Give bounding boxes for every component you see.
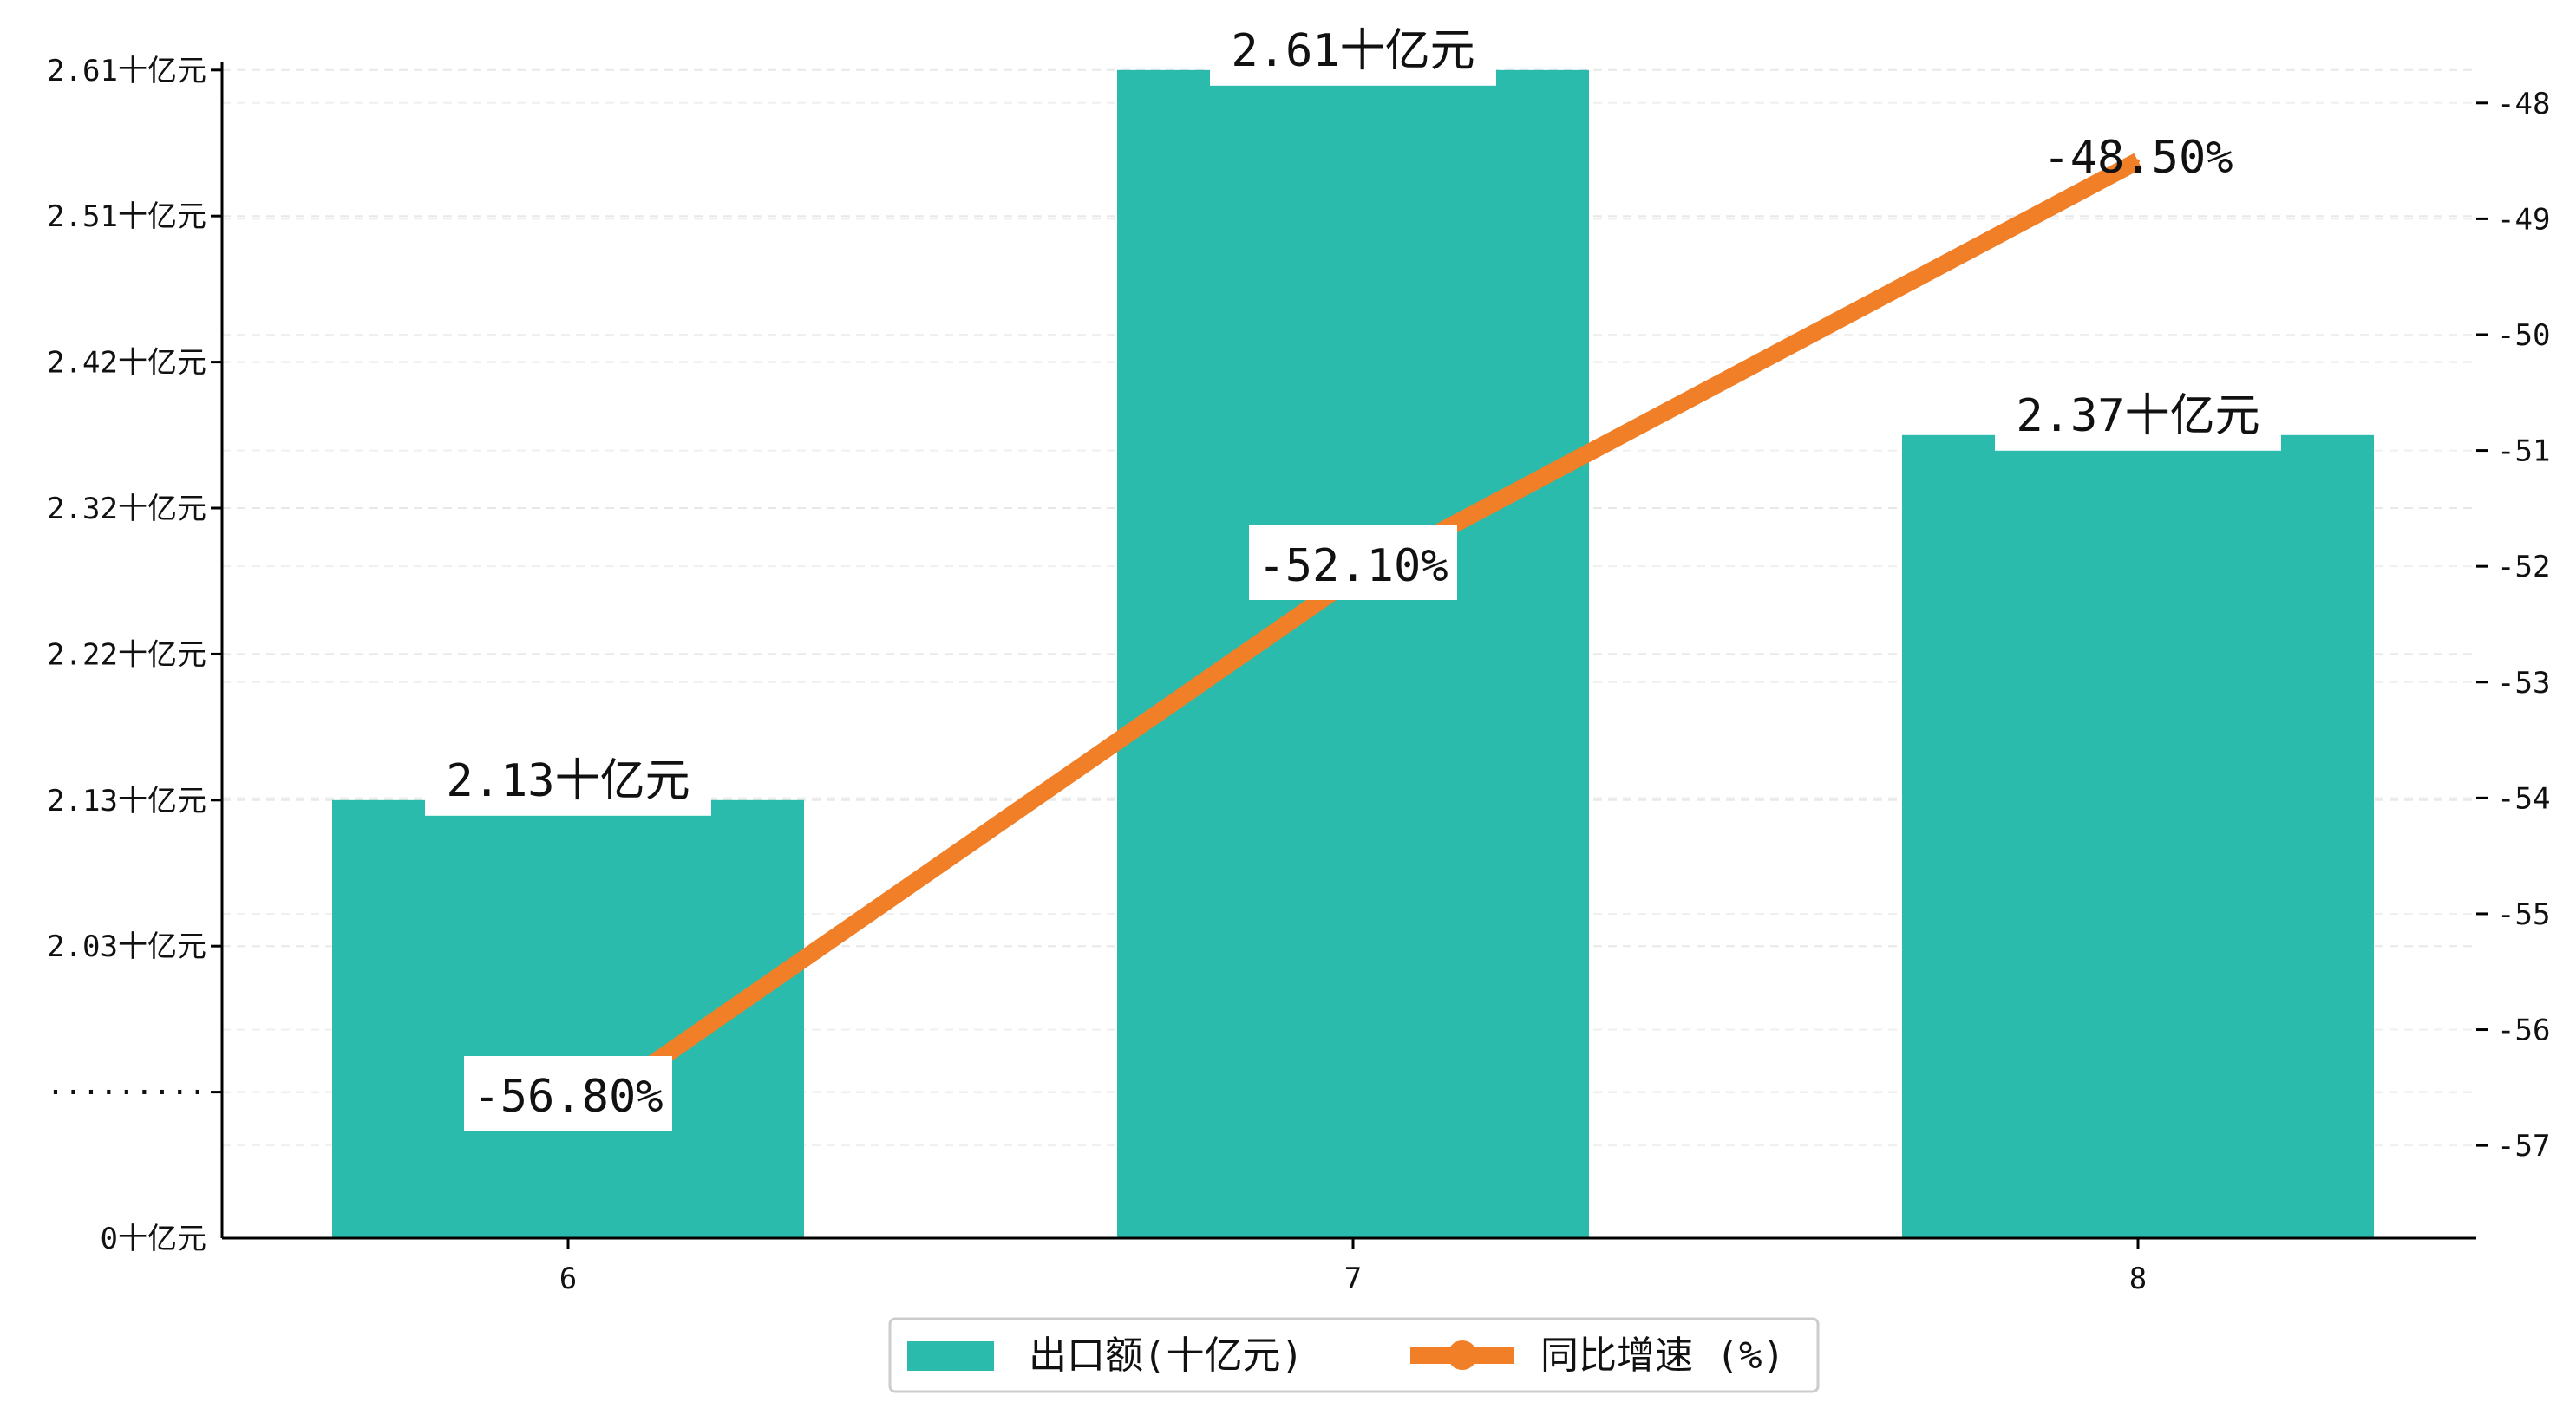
x-tick-label: 8 — [2129, 1262, 2147, 1296]
line-value-label: -48.50% — [2043, 132, 2233, 184]
line-point — [2136, 159, 2140, 163]
y-left-tick-label: 2.13十亿元 — [47, 784, 206, 818]
y-left-tick-label: ········· — [47, 1076, 206, 1111]
y-right-tick-label: -49 — [2497, 202, 2550, 237]
bar — [332, 799, 804, 1238]
y-left-tick-label: 2.51十亿元 — [47, 199, 206, 234]
bar — [1902, 434, 2374, 1238]
legend-swatch-bar — [907, 1341, 994, 1371]
bar-label-box — [425, 746, 711, 816]
y-left-tick-label: 2.42十亿元 — [47, 346, 206, 381]
line-label-box — [1249, 525, 1457, 600]
y-left-tick-label: 0十亿元 — [101, 1222, 206, 1256]
legend[interactable]: 出口额(十亿元) 同比增速 (%) — [888, 1317, 1820, 1393]
line-value-label: -52.10% — [1258, 540, 1448, 592]
y-right-tick-label: -50 — [2497, 318, 2550, 353]
y-left-tick-label: 2.32十亿元 — [47, 492, 206, 526]
y-right-tick-label: -52 — [2497, 550, 2550, 584]
bar-value-label: 2.61十亿元 — [1231, 25, 1474, 77]
bar-value-label: 2.13十亿元 — [446, 755, 690, 807]
axes: 0十亿元 ········· 2.03十亿元 2.13十亿元 2.22十亿元 2.32十亿… — [47, 54, 2551, 1296]
legend-swatch-marker — [1448, 1340, 1477, 1370]
x-tick-label: 7 — [1344, 1262, 1362, 1296]
y-left-tick-label: 2.03十亿元 — [47, 929, 206, 964]
y-right-tick-label: -55 — [2497, 897, 2550, 932]
data-labels: 2.13十亿元 2.61十亿元 2.37十亿元 -56.80% -52.10% -48.5… — [425, 16, 2281, 1131]
bar-label-box — [1995, 381, 2281, 451]
bar-value-label: 2.37十亿元 — [2016, 390, 2259, 442]
line-label-box — [464, 1056, 672, 1131]
y-right-tick-label: -48 — [2497, 87, 2550, 121]
y-right-tick-label: -57 — [2497, 1129, 2550, 1164]
legend-label-line: 同比增速 (%) — [1540, 1333, 1785, 1378]
legend-label-bar: 出口额(十亿元) — [1029, 1333, 1304, 1378]
y-left-tick-label: 2.61十亿元 — [47, 54, 206, 88]
x-tick-label: 6 — [559, 1262, 577, 1296]
y-right-tick-label: -53 — [2497, 666, 2550, 701]
line-value-label: -56.80% — [473, 1071, 663, 1123]
y-right-tick-label: -54 — [2497, 781, 2550, 816]
bar — [1117, 69, 1589, 1238]
legend-box — [888, 1317, 1820, 1393]
y-right-tick-label: -56 — [2497, 1014, 2550, 1048]
bar-series — [332, 69, 2374, 1238]
y-left-tick-label: 2.22十亿元 — [47, 637, 206, 672]
bar-label-box — [1210, 16, 1496, 86]
y-right-tick-label: -51 — [2497, 434, 2550, 469]
